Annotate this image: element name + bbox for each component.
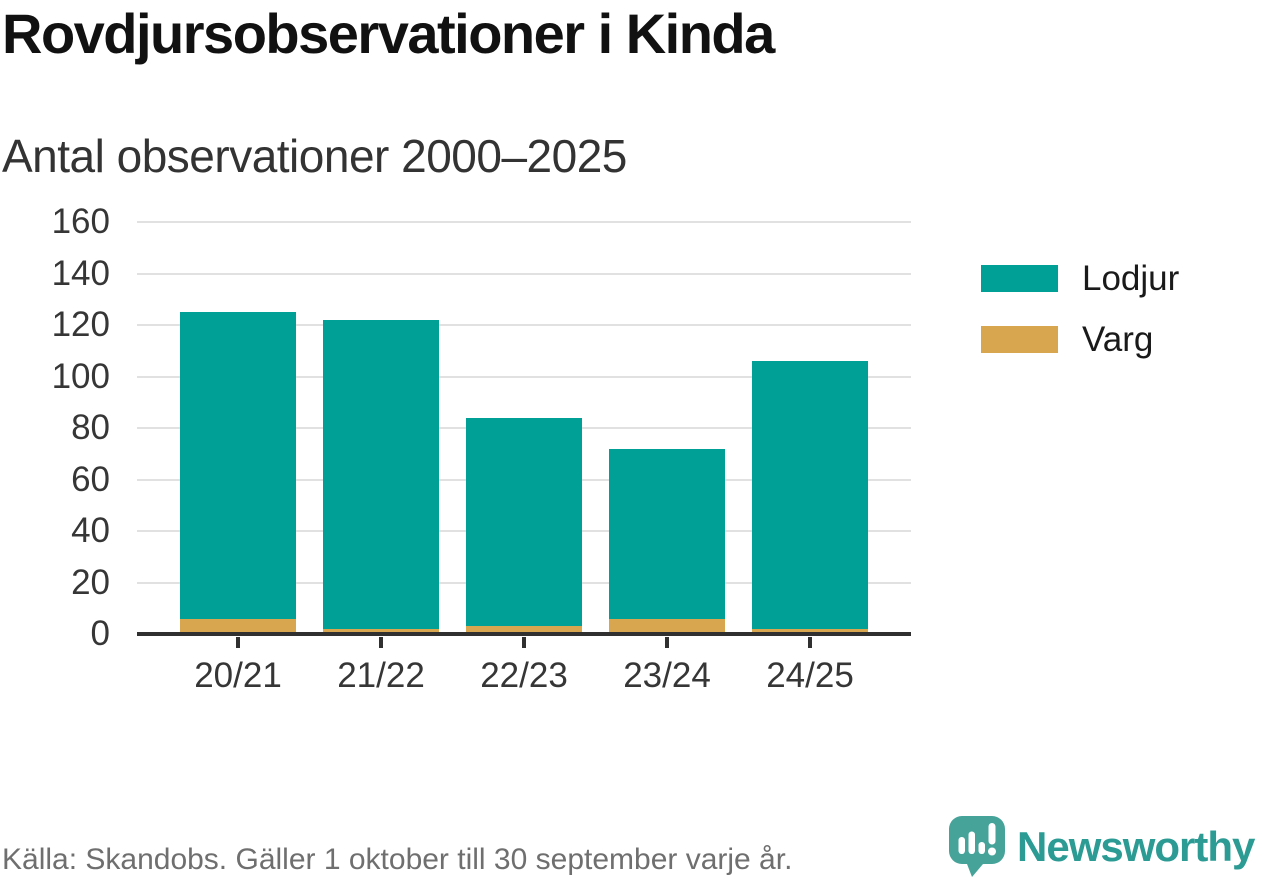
x-category: 20/21 <box>180 637 296 696</box>
x-tick-label: 20/21 <box>194 656 282 695</box>
y-tick-label: 100 <box>51 356 110 396</box>
bar-20-21 <box>180 312 296 634</box>
bar-segment-varg <box>323 628 439 634</box>
bar-segment-lodjur <box>180 312 296 619</box>
plot-area <box>137 221 911 636</box>
x-tick-label: 23/24 <box>623 656 711 695</box>
y-tick-label: 120 <box>51 305 110 344</box>
bar-24-25 <box>752 361 868 634</box>
x-tick-label: 21/22 <box>337 656 425 695</box>
x-tick <box>236 637 240 648</box>
x-tick <box>379 637 383 648</box>
y-tick-label: 80 <box>71 408 110 447</box>
bar-segment-lodjur <box>466 417 582 627</box>
x-axis-baseline <box>137 632 911 636</box>
gridline <box>137 375 911 378</box>
legend-swatch <box>981 265 1058 292</box>
gridline <box>137 221 911 223</box>
x-category: 24/25 <box>752 637 868 696</box>
bar-segment-varg <box>752 628 868 634</box>
chart-subtitle: Antal observationer 2000–2025 <box>2 130 627 182</box>
bar-segment-lodjur <box>752 361 868 629</box>
source-note: Källa: Skandobs. Gäller 1 oktober till 3… <box>2 843 793 876</box>
bar-series <box>137 222 911 634</box>
y-tick-label: 60 <box>71 459 110 499</box>
legend-swatch <box>981 326 1058 353</box>
x-tick <box>522 637 526 648</box>
bar-segment-varg <box>609 618 725 634</box>
x-tick <box>808 637 812 648</box>
y-tick-label: 0 <box>90 614 110 653</box>
bar-23-24 <box>609 448 725 634</box>
y-axis: 0 20 40 60 80 100 120 140 160 <box>0 202 110 653</box>
bar-segment-varg <box>466 626 582 634</box>
x-tick-label: 24/25 <box>766 656 854 695</box>
legend-label: Varg <box>1082 320 1154 359</box>
y-tick-label: 40 <box>71 511 110 550</box>
newsworthy-wordmark: Newsworthy <box>1017 823 1255 870</box>
bar-segment-lodjur <box>609 448 725 619</box>
x-tick-label: 22/23 <box>480 656 568 695</box>
bar-21-22 <box>323 319 439 634</box>
gridline <box>137 272 911 275</box>
y-tick-label: 160 <box>51 202 110 241</box>
legend-label: Lodjur <box>1082 259 1180 298</box>
bar-segment-lodjur <box>323 319 439 629</box>
bar-22-23 <box>466 417 582 634</box>
legend-item-lodjur: Lodjur <box>981 261 1179 296</box>
y-tick-label: 20 <box>71 562 110 602</box>
x-tick <box>665 637 669 648</box>
x-axis: 20/21 21/22 22/23 23/24 24/25 <box>137 637 911 696</box>
legend: Lodjur Varg <box>981 261 1179 383</box>
x-category: 21/22 <box>323 637 439 696</box>
x-category: 22/23 <box>466 637 582 696</box>
y-tick-label: 140 <box>51 253 110 293</box>
legend-item-varg: Varg <box>981 322 1179 357</box>
chart-title: Rovdjursobservationer i Kinda <box>2 2 775 65</box>
gridline <box>137 324 911 326</box>
newsworthy-logo-icon <box>949 816 1005 877</box>
x-category: 23/24 <box>609 637 725 696</box>
bar-segment-varg <box>180 618 296 634</box>
